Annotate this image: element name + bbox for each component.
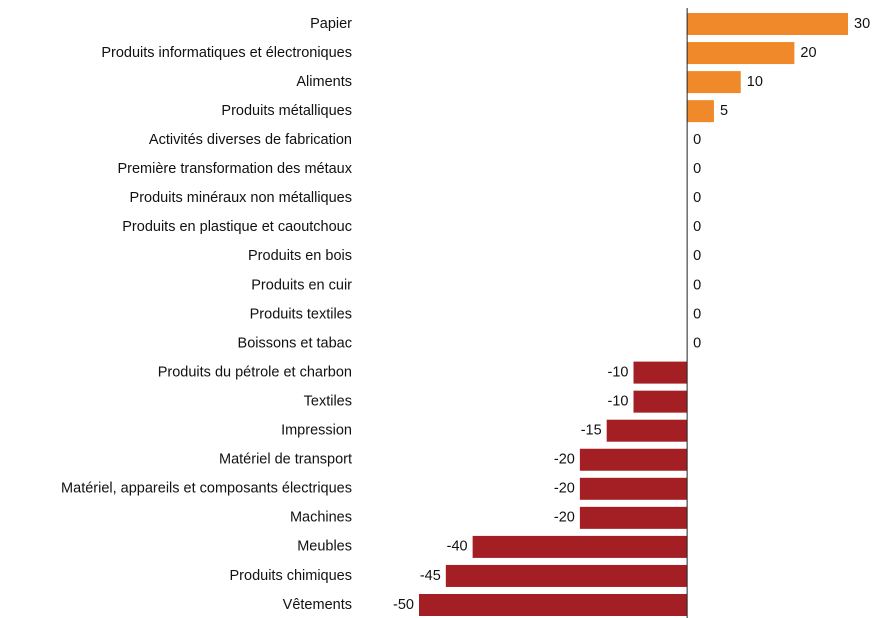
category-label: Machines [290,510,352,526]
value-label: -40 [447,539,468,555]
category-label: Papier [310,16,352,32]
bar [579,477,688,500]
category-label: Matériel de transport [219,452,352,468]
value-label: 10 [747,74,763,90]
category-label: Vêtements [283,597,352,613]
category-label: Boissons et tabac [238,335,352,351]
value-label: 0 [693,277,701,293]
category-label: Activités diverses de fabrication [149,132,352,148]
category-label: Produits minéraux non métalliques [130,190,352,206]
bar [687,13,848,35]
value-label: 0 [693,335,701,351]
value-label: 0 [693,219,701,235]
value-label: 0 [693,190,701,206]
value-label: 0 [693,161,701,177]
category-label: Aliments [296,74,352,90]
value-label: 20 [800,45,816,61]
bar [419,594,688,616]
category-label: Meubles [297,539,352,555]
category-label: Matériel, appareils et composants électr… [61,481,352,497]
bar [606,419,688,442]
bar [445,564,688,587]
value-label: -20 [554,510,575,526]
bar [633,361,688,384]
category-label: Produits chimiques [230,568,353,584]
category-label: Impression [281,423,352,439]
category-label: Première transformation des métaux [117,161,352,177]
category-label: Produits métalliques [221,103,352,119]
bar [687,100,714,123]
category-label: Produits en bois [248,248,352,264]
value-label: 30 [854,16,870,32]
value-label: -10 [608,393,629,409]
value-label: -15 [581,423,602,439]
value-label: -45 [420,568,441,584]
value-label: 5 [720,103,728,119]
category-label: Produits informatiques et électroniques [101,45,352,61]
bar [687,42,795,65]
value-label: -20 [554,452,575,468]
value-label: -10 [608,364,629,380]
bar [579,506,688,529]
value-label: 0 [693,132,701,148]
value-label: -20 [554,481,575,497]
value-label: 0 [693,248,701,264]
category-label: Produits textiles [250,306,352,322]
category-label: Textiles [304,393,352,409]
value-label: -50 [393,597,414,613]
bar [633,390,688,413]
category-label: Produits en plastique et caoutchouc [122,219,352,235]
bar [472,535,688,558]
bar [579,448,688,471]
category-label: Produits en cuir [251,277,352,293]
value-label: 0 [693,306,701,322]
category-label: Produits du pétrole et charbon [158,364,352,380]
bar [687,71,741,94]
